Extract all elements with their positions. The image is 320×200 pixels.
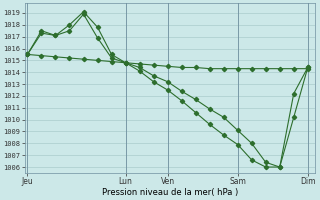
X-axis label: Pression niveau de la mer( hPa ): Pression niveau de la mer( hPa ) bbox=[101, 188, 238, 197]
